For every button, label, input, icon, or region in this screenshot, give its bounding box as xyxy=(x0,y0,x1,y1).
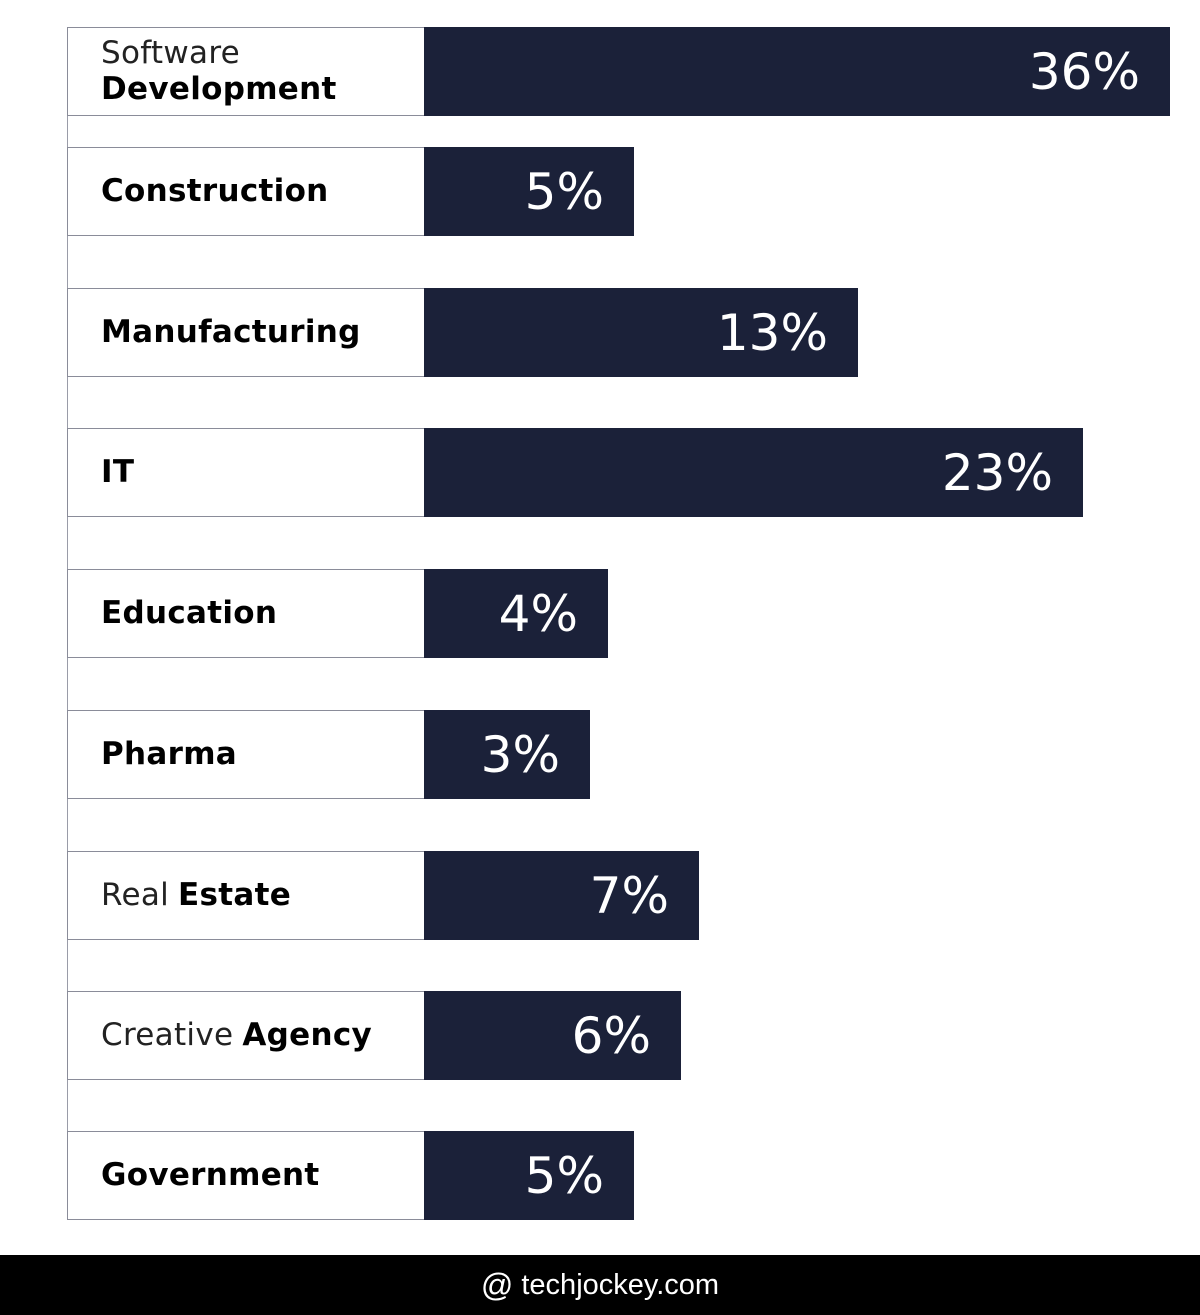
category-label-box: Pharma xyxy=(67,710,425,799)
bar-row: IT 23% xyxy=(67,428,1083,517)
bar-row: Pharma 3% xyxy=(67,710,590,799)
data-label: 4% xyxy=(498,584,578,643)
category-label: Education xyxy=(101,570,420,657)
data-label: 13% xyxy=(716,303,828,362)
bar: 5% xyxy=(424,147,634,236)
category-label: Software Development xyxy=(101,28,420,115)
category-label: Manufacturing xyxy=(101,289,420,376)
category-label-bold: Manufacturing xyxy=(101,313,361,350)
category-label-box: IT xyxy=(67,428,425,517)
category-label: Construction xyxy=(101,148,420,235)
category-label-bold: Pharma xyxy=(101,735,238,772)
footer-website: techjockey.com xyxy=(521,1268,720,1301)
category-label-box: Real Estate xyxy=(67,851,425,940)
category-label-box: Education xyxy=(67,569,425,658)
category-label-bold: Government xyxy=(101,1156,320,1193)
bar: 4% xyxy=(424,569,608,658)
bar-row: Real Estate 7% xyxy=(67,851,699,940)
data-label: 7% xyxy=(589,866,669,925)
data-label: 3% xyxy=(480,725,560,784)
data-label: 36% xyxy=(1028,42,1140,101)
data-label: 6% xyxy=(571,1006,651,1065)
category-label-bold: Agency xyxy=(242,1016,373,1053)
bar-row: Government 5% xyxy=(67,1131,634,1220)
bar: 3% xyxy=(424,710,590,799)
category-label-light: Software xyxy=(101,34,241,71)
bar-row: Education 4% xyxy=(67,569,608,658)
category-label-bold: Construction xyxy=(101,172,329,209)
bar-chart: Software Development 36% Construction 5% Manu… xyxy=(67,27,1170,1220)
data-label: 23% xyxy=(941,443,1053,502)
bar-row: Manufacturing 13% xyxy=(67,288,858,377)
category-label-box: Creative Agency xyxy=(67,991,425,1080)
category-label-bold: Education xyxy=(101,594,278,631)
bar: 7% xyxy=(424,851,699,940)
bar-row: Software Development 36% xyxy=(67,27,1170,116)
category-label: Government xyxy=(101,1132,420,1219)
category-label: Creative Agency xyxy=(101,992,420,1079)
category-label: Real Estate xyxy=(101,852,420,939)
category-label-bold: Development xyxy=(101,70,337,107)
bar-row: Creative Agency 6% xyxy=(67,991,681,1080)
category-label-box: Manufacturing xyxy=(67,288,425,377)
bar-row: Construction 5% xyxy=(67,147,634,236)
category-label-box: Software Development xyxy=(67,27,425,116)
footer: @ techjockey.com xyxy=(0,1255,1200,1315)
category-label-light: Real xyxy=(101,876,170,913)
data-label: 5% xyxy=(524,1146,604,1205)
category-label: Pharma xyxy=(101,711,420,798)
data-label: 5% xyxy=(524,162,604,221)
category-label-bold: Estate xyxy=(178,876,292,913)
category-label-box: Government xyxy=(67,1131,425,1220)
bar: 23% xyxy=(424,428,1083,517)
bar: 5% xyxy=(424,1131,634,1220)
category-label-light: Creative xyxy=(101,1016,234,1053)
bar: 13% xyxy=(424,288,858,377)
bar: 6% xyxy=(424,991,681,1080)
category-label-bold: IT xyxy=(101,453,135,490)
at-icon: @ xyxy=(480,1266,514,1303)
category-label-box: Construction xyxy=(67,147,425,236)
category-label: IT xyxy=(101,429,420,516)
bar: 36% xyxy=(424,27,1170,116)
